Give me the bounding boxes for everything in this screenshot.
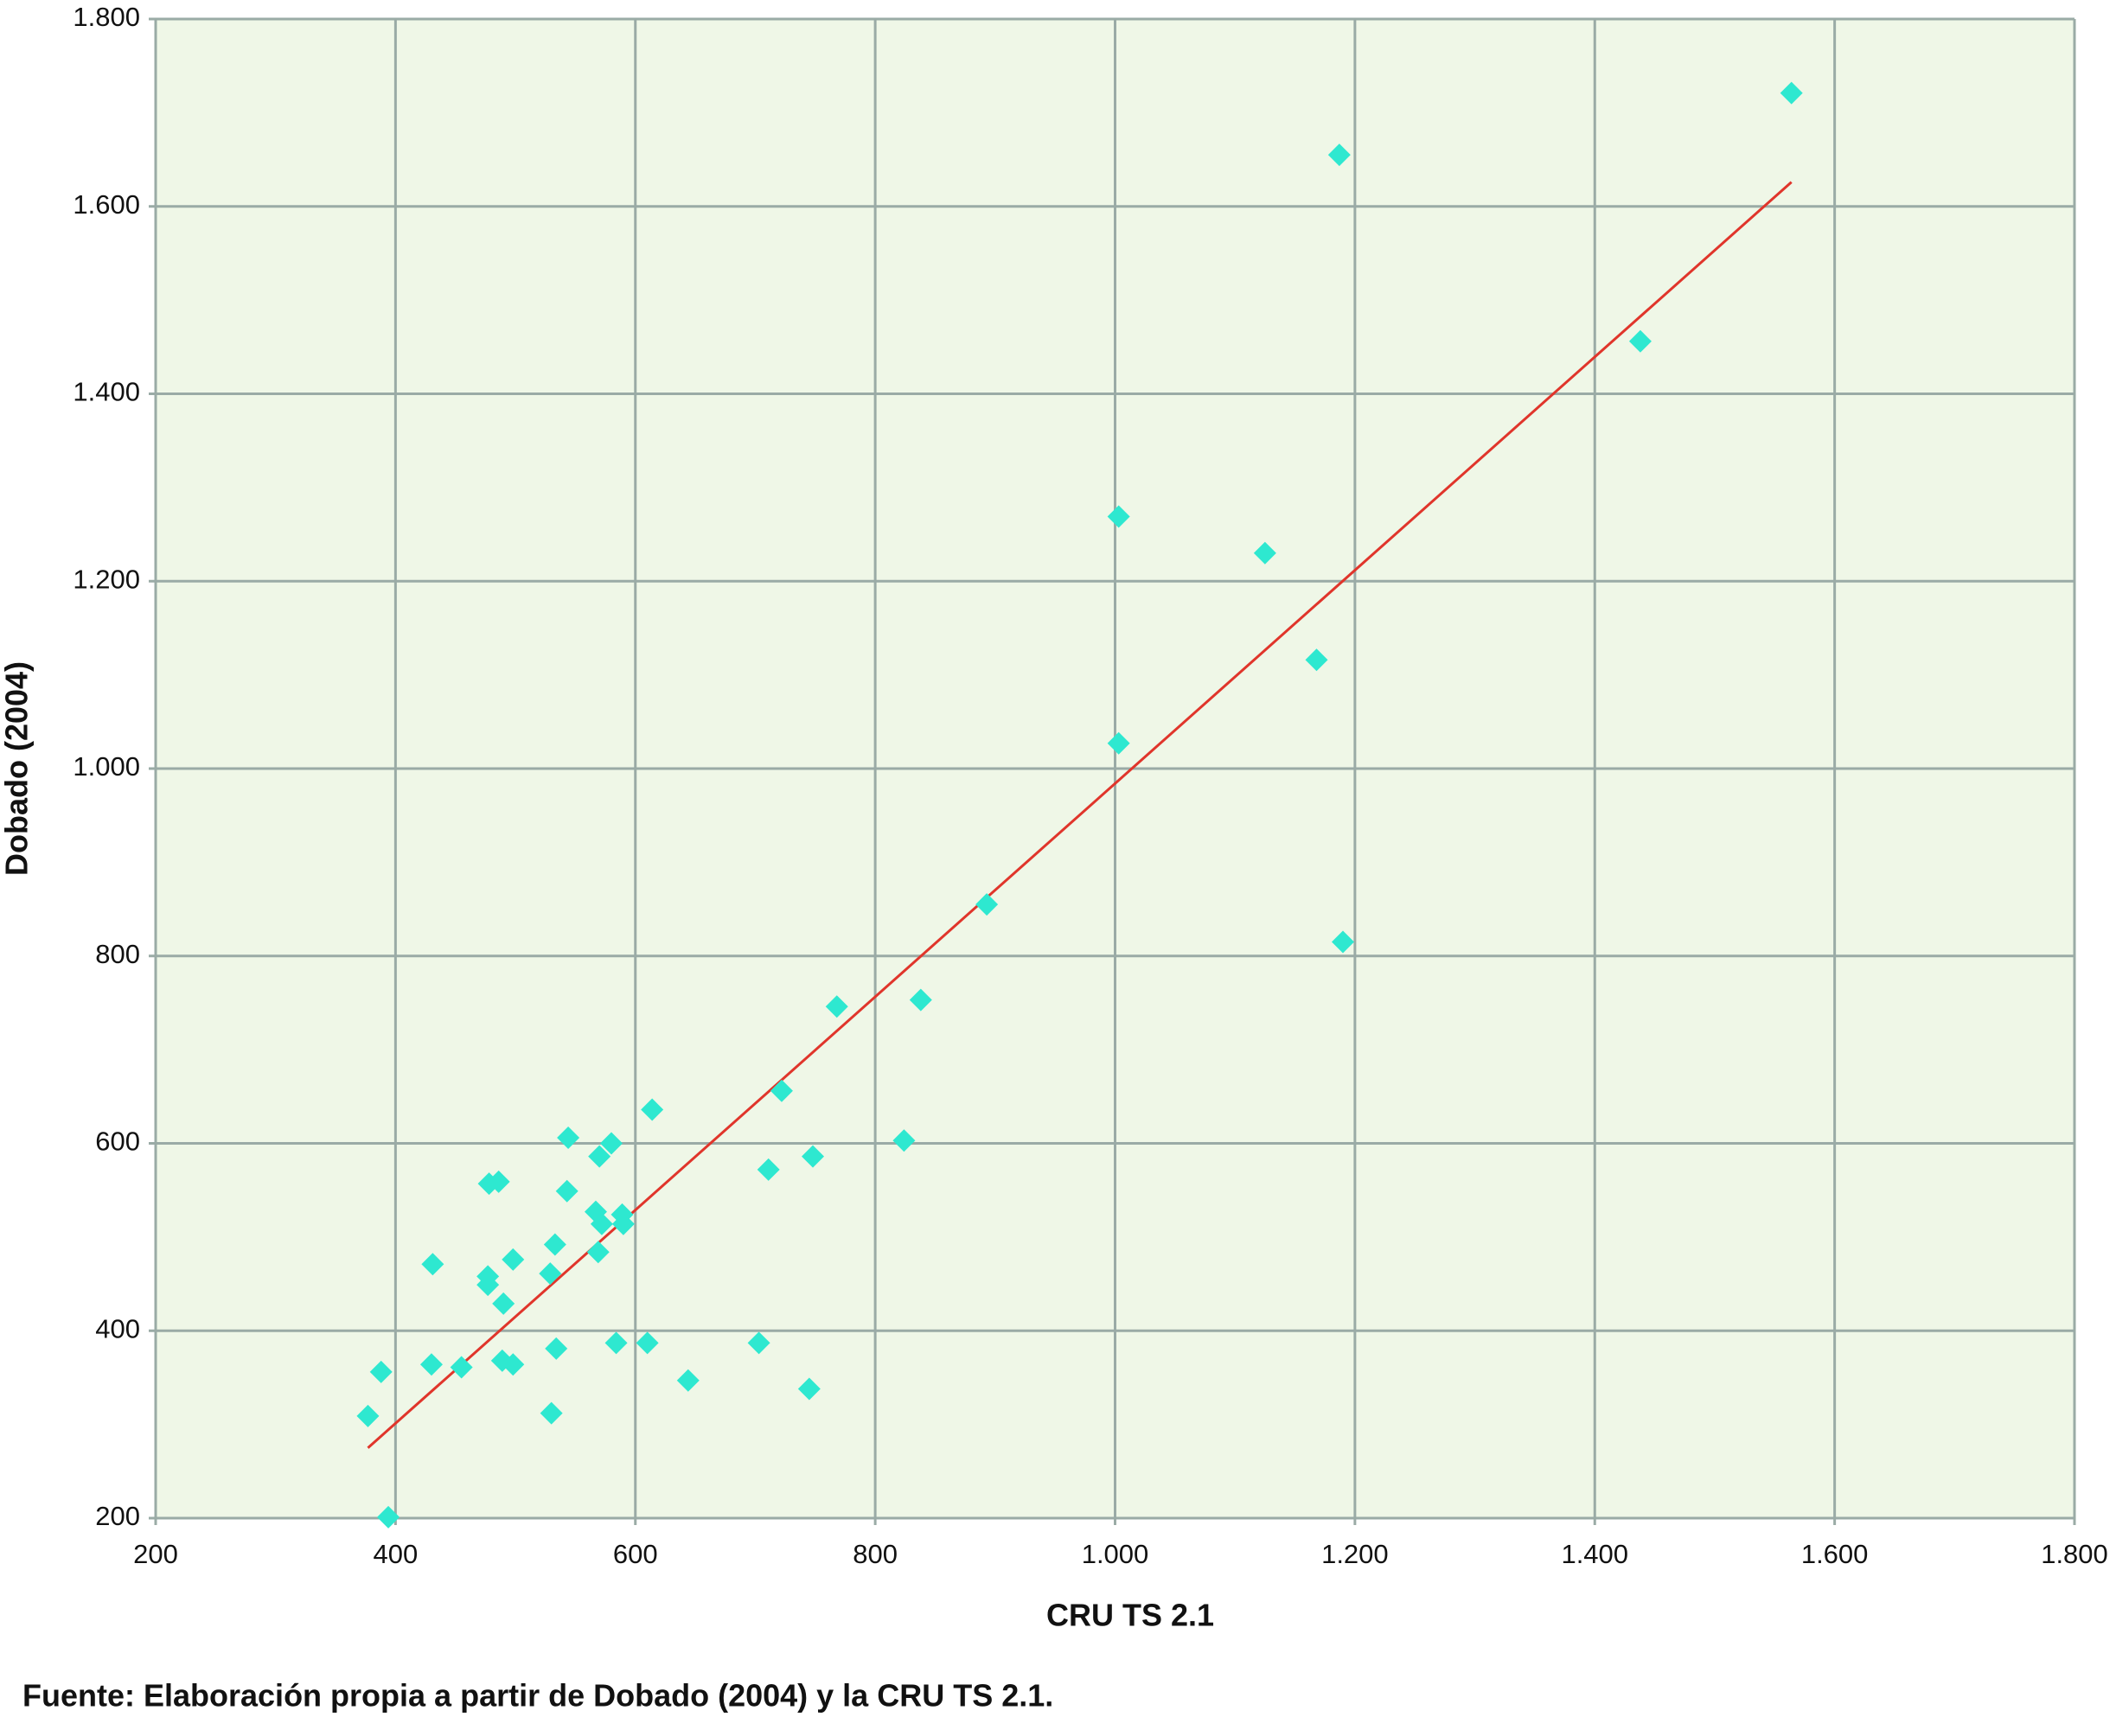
point <box>1780 81 1803 105</box>
point <box>557 1126 580 1149</box>
x-tick-label: 1.200 <box>1321 1539 1389 1569</box>
y-tick-label: 200 <box>95 1501 140 1531</box>
point <box>539 1262 562 1286</box>
x-axis-title: CRU TS 2.1 <box>1046 1598 1214 1633</box>
x-tick-label: 400 <box>374 1539 419 1569</box>
point <box>377 1505 400 1529</box>
x-tick-label: 200 <box>133 1539 178 1569</box>
point <box>1628 329 1652 353</box>
point <box>450 1356 473 1379</box>
point <box>975 893 999 916</box>
point <box>909 988 932 1012</box>
point <box>676 1369 700 1392</box>
point <box>586 1241 610 1264</box>
point <box>476 1273 500 1297</box>
y-tick-label: 800 <box>95 939 140 969</box>
point <box>1327 144 1351 167</box>
point <box>825 995 848 1018</box>
point <box>356 1404 380 1427</box>
point <box>540 1401 563 1425</box>
point <box>543 1233 566 1256</box>
x-tick-label: 1.600 <box>1801 1539 1869 1569</box>
point <box>747 1331 770 1355</box>
point <box>555 1179 579 1203</box>
point <box>492 1292 515 1315</box>
point <box>1305 648 1328 672</box>
point <box>611 1212 635 1235</box>
point <box>369 1360 393 1383</box>
y-tick-label: 1.600 <box>73 189 140 220</box>
y-tick-label: 1.800 <box>73 2 140 32</box>
x-tick-label: 800 <box>853 1539 898 1569</box>
x-tick-label: 600 <box>613 1539 658 1569</box>
point <box>590 1212 613 1235</box>
point <box>477 1172 501 1196</box>
point <box>419 1353 443 1376</box>
caption: Fuente: Elaboración propia a partir de D… <box>22 1678 1053 1714</box>
point <box>797 1377 821 1401</box>
point <box>892 1129 916 1152</box>
y-tick-label: 1.400 <box>73 377 140 407</box>
point <box>502 1353 525 1376</box>
x-tick-label: 1.000 <box>1082 1539 1149 1569</box>
point <box>588 1145 611 1168</box>
x-tick-label: 1.800 <box>2041 1539 2108 1569</box>
point <box>600 1132 623 1155</box>
point <box>770 1079 793 1102</box>
point <box>757 1158 780 1181</box>
point <box>1107 731 1130 755</box>
trend-line <box>367 181 1793 1449</box>
point <box>1107 505 1130 528</box>
point <box>636 1331 659 1355</box>
point <box>604 1331 628 1355</box>
point <box>802 1145 825 1168</box>
point <box>421 1253 444 1276</box>
point <box>1253 541 1276 565</box>
y-tick-label: 1.200 <box>73 564 140 594</box>
y-axis-title: Dobado (2004) <box>0 661 35 876</box>
y-tick-label: 400 <box>95 1313 140 1343</box>
point <box>545 1337 568 1360</box>
point <box>502 1248 525 1271</box>
y-tick-label: 600 <box>95 1126 140 1157</box>
x-tick-label: 1.400 <box>1561 1539 1628 1569</box>
point <box>641 1098 664 1121</box>
point <box>1332 930 1355 954</box>
y-tick-label: 1.000 <box>73 751 140 782</box>
